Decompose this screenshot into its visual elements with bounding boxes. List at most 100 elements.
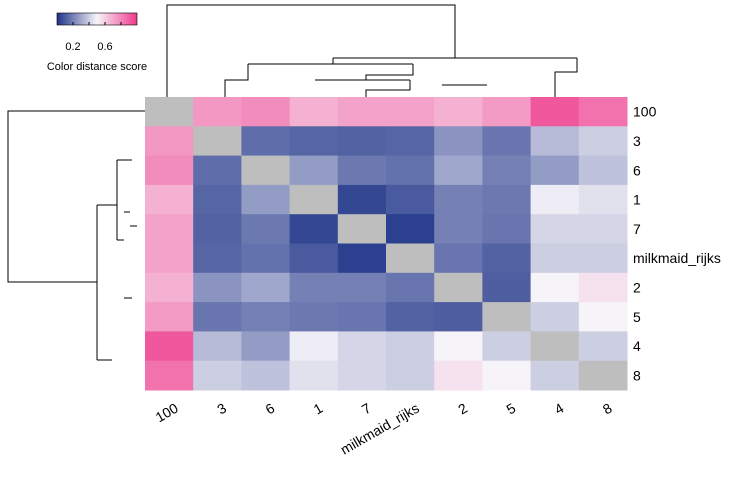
column-label: 3	[214, 400, 229, 418]
row-label: 1	[633, 192, 641, 208]
heatmap-cell	[241, 214, 291, 244]
heatmap-cell	[145, 97, 194, 127]
heatmap-cell	[193, 360, 242, 391]
heatmap-cell	[145, 360, 194, 391]
dendro-top-inner	[365, 64, 414, 80]
heatmap-cell	[241, 126, 291, 157]
heatmap-cell	[482, 214, 532, 244]
heatmap-cell	[241, 184, 291, 215]
heatmap-cell	[482, 360, 532, 391]
row-labels: 100 3 6 1 7 milkmaid_rijks 2 5 4 8	[633, 104, 721, 384]
heatmap-cell	[578, 97, 628, 127]
heatmap-cell	[193, 155, 242, 186]
heatmap-cell	[482, 155, 532, 186]
heatmap-cell	[337, 126, 387, 157]
heatmap-cell	[482, 331, 532, 362]
heatmap-cell	[337, 155, 387, 186]
heatmap-cell	[145, 331, 194, 362]
heatmap-cell	[193, 331, 242, 362]
heatmap-cell	[289, 184, 339, 215]
heatmap-cell	[145, 302, 194, 332]
heatmap-cell	[530, 331, 580, 362]
dendro-top-7-milkmaid	[365, 80, 411, 97]
heatmap-cell	[145, 272, 194, 303]
heatmap-cell	[434, 184, 483, 215]
heatmap-cell	[434, 243, 483, 274]
heatmap-cell	[530, 97, 580, 127]
row-label: 6	[633, 162, 641, 178]
heatmap-cell	[145, 155, 194, 186]
dendro-top-4-8	[554, 58, 578, 97]
legend-color-bar	[56, 12, 138, 26]
heatmap-cell	[578, 360, 628, 391]
column-label: 100	[153, 400, 181, 426]
column-label: 1	[311, 400, 326, 418]
row-label: 100	[633, 104, 657, 120]
legend-tick-label: 0.2	[65, 41, 80, 53]
heatmap-cell	[434, 126, 483, 157]
heatmap-cell	[289, 331, 339, 362]
heatmap-cell	[337, 97, 387, 127]
column-label: 6	[262, 400, 277, 418]
heatmap-cell	[337, 243, 387, 274]
legend-ticks: 0.2 0.6	[65, 22, 122, 53]
dendro-top-3-6	[224, 64, 249, 97]
heatmap-cell	[193, 214, 242, 244]
heatmap-cell	[193, 302, 242, 332]
row-label: 7	[633, 221, 641, 237]
heatmap-cell	[530, 126, 580, 157]
heatmap-cell	[530, 272, 580, 303]
heatmap-cell	[386, 97, 435, 127]
left-dendrogram	[7, 110, 145, 361]
heatmap-cell	[145, 243, 194, 274]
row-label: 4	[633, 338, 641, 354]
heatmap-cell	[193, 126, 242, 157]
heatmap-cell	[482, 126, 532, 157]
heatmap-cell	[578, 126, 628, 157]
heatmap-cell	[289, 243, 339, 274]
heatmap-cell	[530, 214, 580, 244]
heatmap-cell	[241, 331, 291, 362]
heatmap-cell	[530, 184, 580, 215]
heatmap-cell	[337, 302, 387, 332]
heatmap-cell	[193, 243, 242, 274]
heatmap-cell	[578, 272, 628, 303]
heatmap-cell	[145, 126, 194, 157]
heatmap-cell	[289, 360, 339, 391]
heatmap-cell	[434, 214, 483, 244]
column-label: 4	[552, 400, 567, 418]
heatmap-cell	[386, 126, 435, 157]
heatmap-cell	[386, 184, 435, 215]
heatmap-cell	[241, 272, 291, 303]
heatmap-cell	[482, 184, 532, 215]
heatmap-cell	[578, 214, 628, 244]
heatmap-cell	[241, 243, 291, 274]
top-dendrogram	[166, 4, 578, 97]
row-label: 2	[633, 279, 641, 295]
heatmap-cell	[434, 155, 483, 186]
heatmap-cell	[193, 97, 242, 127]
heatmap-cell	[193, 184, 242, 215]
heatmap-cell	[482, 243, 532, 274]
heatmap-cell	[193, 272, 242, 303]
heatmap-cell	[386, 331, 435, 362]
heatmap-cell	[241, 155, 291, 186]
heatmap-cell	[386, 272, 435, 303]
heatmap-cell	[289, 155, 339, 186]
heatmap-cell	[145, 184, 194, 215]
heatmap-cell	[434, 97, 483, 127]
heatmap-cell	[241, 97, 291, 127]
column-label: 7	[359, 400, 374, 418]
heatmap-cell	[578, 243, 628, 274]
heatmap-cell	[482, 97, 532, 127]
row-label: 3	[633, 133, 641, 149]
row-label: 8	[633, 367, 641, 383]
heatmap-cell	[289, 97, 339, 127]
heatmap-cell	[578, 184, 628, 215]
heatmap-cell	[386, 243, 435, 274]
row-label: 5	[633, 309, 641, 325]
heatmap-cell	[386, 155, 435, 186]
heatmap-cell	[289, 302, 339, 332]
